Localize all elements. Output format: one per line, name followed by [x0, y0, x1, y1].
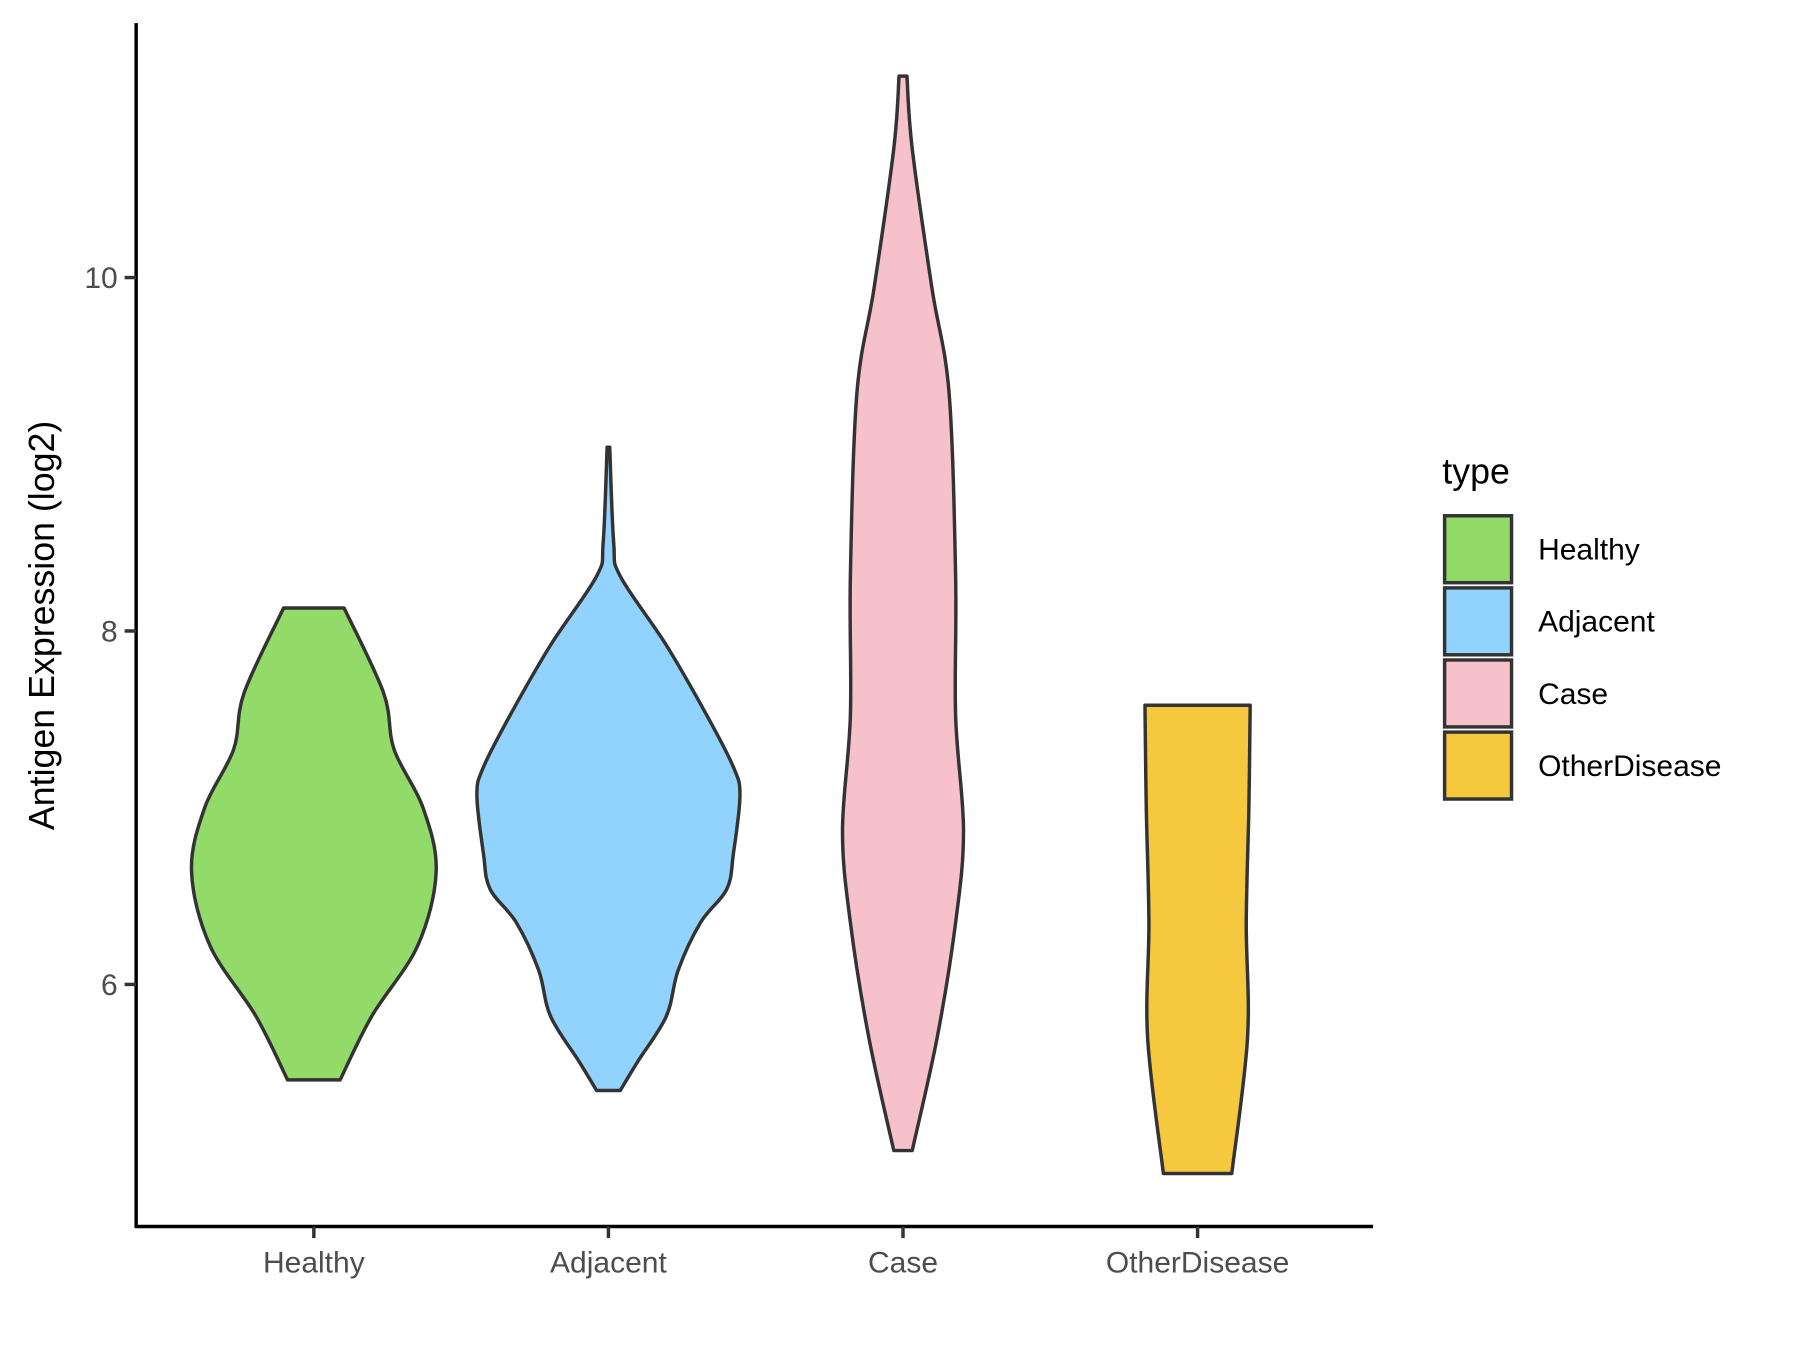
x-tick-label: Adjacent — [550, 1247, 667, 1280]
y-tick-label: 6 — [101, 969, 118, 1002]
legend-label: Case — [1538, 678, 1608, 711]
legend-label: Healthy — [1538, 534, 1640, 567]
violin-healthy — [189, 606, 438, 1082]
violin-case — [840, 74, 966, 1153]
violins — [189, 74, 1252, 1176]
legend: type Healthy Adjacent Case OtherDisease — [1442, 451, 1721, 801]
x-ticks: Healthy Adjacent Case OtherDisease — [263, 1226, 1289, 1280]
x-tick-label: Case — [868, 1247, 938, 1280]
violin-otherdisease — [1143, 703, 1252, 1176]
legend-label: Adjacent — [1538, 606, 1655, 639]
legend-key-healthy — [1442, 514, 1514, 585]
x-tick-label: Healthy — [263, 1247, 365, 1280]
legend-key-otherdisease — [1442, 730, 1514, 801]
violin-adjacent — [475, 445, 742, 1093]
legend-key-adjacent — [1442, 586, 1514, 657]
y-axis-title: Antigen Expression (log2) — [22, 421, 62, 830]
legend-key-case — [1442, 658, 1514, 729]
y-tick-label: 8 — [101, 615, 118, 648]
legend-label: OtherDisease — [1538, 750, 1721, 783]
y-tick-label: 10 — [84, 262, 117, 295]
x-tick-label: OtherDisease — [1106, 1247, 1289, 1280]
y-ticks: 6 8 10 — [84, 262, 137, 1002]
legend-title: type — [1442, 451, 1510, 491]
